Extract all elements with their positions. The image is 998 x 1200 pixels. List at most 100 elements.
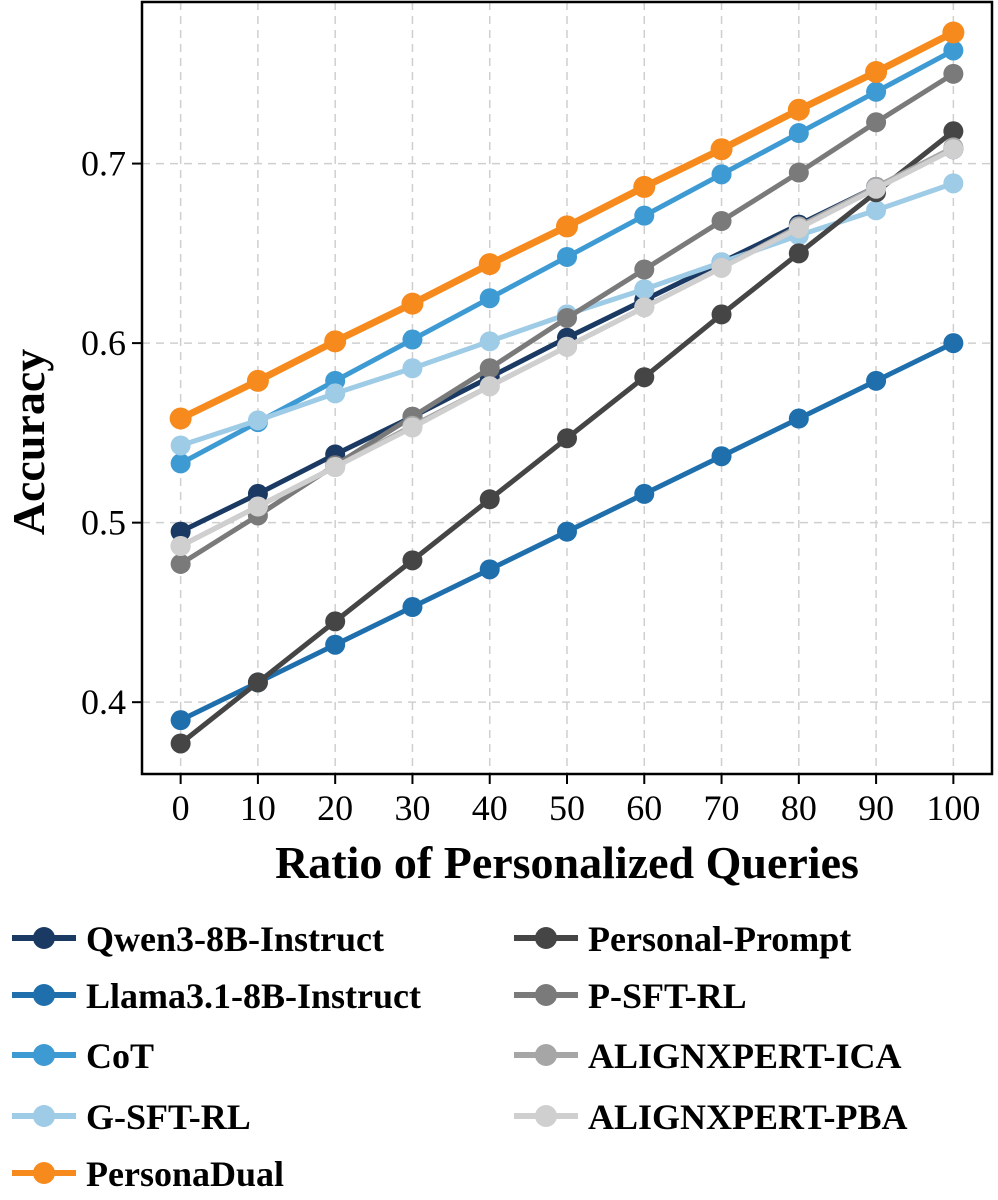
y-tick-label: 0.5 (81, 503, 126, 543)
data-point (556, 215, 578, 238)
legend-label: ALIGNXPERT-ICA (588, 1036, 901, 1076)
legend-swatch-marker (33, 1105, 55, 1127)
series-cot (170, 40, 964, 474)
data-point (787, 98, 810, 121)
data-point (479, 489, 500, 510)
data-point (710, 138, 733, 161)
series-personadual (169, 21, 965, 430)
x-tick-label: 50 (549, 788, 585, 828)
legend-item: P-SFT-RL (514, 976, 747, 1016)
x-tick-label: 30 (394, 788, 430, 828)
x-tick-label: 60 (626, 788, 662, 828)
legend-item: PersonaDual (12, 1154, 284, 1194)
x-tick-label: 100 (926, 788, 980, 828)
legend-label: Personal-Prompt (588, 919, 851, 959)
legend-label: CoT (86, 1036, 154, 1076)
x-axis-title: Ratio of Personalized Queries (275, 837, 859, 888)
data-point (711, 304, 732, 325)
x-tick-label: 0 (172, 788, 190, 828)
data-point (866, 200, 887, 221)
data-point (866, 178, 887, 199)
legend-label: P-SFT-RL (588, 976, 747, 1016)
data-point (557, 307, 577, 328)
legend-item: Personal-Prompt (514, 919, 851, 959)
data-point (634, 205, 655, 226)
legend-item: ALIGNXPERT-PBA (514, 1097, 907, 1137)
data-point (943, 139, 964, 160)
data-point (170, 521, 191, 542)
data-point (711, 211, 732, 232)
data-point (943, 63, 964, 84)
data-point (479, 376, 500, 397)
legend-swatch-marker (535, 1044, 557, 1066)
data-point (247, 410, 268, 431)
data-point (711, 446, 732, 467)
data-point (788, 408, 809, 429)
legend-label: PersonaDual (86, 1154, 284, 1194)
data-point (325, 383, 346, 404)
data-point (170, 535, 191, 556)
legend-label: Llama3.1-8B-Instruct (86, 976, 421, 1016)
legend-swatch-marker (535, 927, 557, 949)
data-point (788, 218, 809, 239)
data-point (557, 246, 577, 267)
data-point (479, 288, 500, 309)
x-tick-label: 20 (317, 788, 353, 828)
legend: Qwen3-8B-Instruct Llama3.1-8B-Instruct CoT… (12, 919, 907, 1194)
data-point (711, 164, 732, 185)
data-point (169, 407, 192, 430)
legend-label: Qwen3-8B-Instruct (86, 919, 384, 959)
data-point (402, 329, 423, 350)
data-point (170, 710, 191, 731)
data-point (943, 40, 964, 61)
data-point (479, 559, 500, 580)
legend-swatch-marker (535, 1105, 557, 1127)
legend-item: G-SFT-RL (12, 1097, 251, 1137)
series-llama3-1-8b-instruct (170, 333, 964, 731)
data-point (942, 21, 965, 44)
legend-item: Qwen3-8B-Instruct (12, 919, 384, 959)
data-point (247, 496, 268, 517)
data-point (479, 331, 500, 352)
y-tick-label: 0.7 (81, 144, 126, 184)
data-point (634, 367, 655, 388)
data-point (325, 611, 346, 632)
data-point (866, 370, 887, 391)
data-point (401, 292, 424, 315)
data-point (866, 112, 887, 133)
y-tick-label: 0.6 (81, 323, 126, 363)
legend-item: Llama3.1-8B-Instruct (12, 976, 421, 1016)
legend-label: G-SFT-RL (86, 1097, 251, 1137)
data-point (557, 428, 577, 449)
data-point (170, 435, 191, 456)
legend-swatch-marker (535, 984, 557, 1006)
legend-swatch-marker (33, 984, 55, 1006)
data-point (634, 259, 655, 280)
series-group (169, 21, 965, 754)
data-point (478, 253, 501, 276)
x-tick-label: 80 (781, 788, 817, 828)
x-tick-label: 70 (704, 788, 740, 828)
data-point (711, 257, 732, 278)
data-point (402, 417, 423, 438)
data-point (634, 483, 655, 504)
data-point (557, 521, 577, 542)
x-tick-label: 10 (240, 788, 276, 828)
data-point (170, 733, 191, 754)
axes: 0 10 20 30 40 50 60 70 80 90 100 0.4 0.5 0.6 0.7 (81, 144, 980, 828)
legend-swatch-marker (33, 1044, 55, 1066)
data-point (943, 333, 964, 354)
data-point (325, 456, 346, 477)
data-point (325, 634, 346, 655)
data-point (633, 175, 656, 198)
data-point (247, 672, 268, 693)
data-point (866, 81, 887, 102)
x-tick-label: 90 (858, 788, 894, 828)
x-tick-label: 40 (472, 788, 508, 828)
legend-item: ALIGNXPERT-ICA (514, 1036, 901, 1076)
data-point (788, 243, 809, 264)
data-point (865, 61, 888, 84)
y-axis-title: Accuracy (3, 349, 54, 535)
data-point (402, 358, 423, 379)
